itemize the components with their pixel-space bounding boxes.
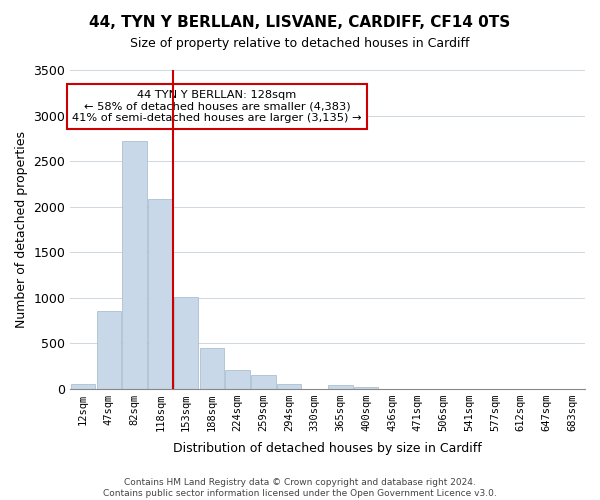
- Bar: [251, 376, 275, 388]
- Y-axis label: Number of detached properties: Number of detached properties: [15, 131, 28, 328]
- Text: Contains HM Land Registry data © Crown copyright and database right 2024.
Contai: Contains HM Land Registry data © Crown c…: [103, 478, 497, 498]
- Bar: [97, 311, 121, 388]
- Bar: [328, 386, 353, 388]
- Text: Size of property relative to detached houses in Cardiff: Size of property relative to detached ho…: [130, 38, 470, 51]
- Text: 44 TYN Y BERLLAN: 128sqm
← 58% of detached houses are smaller (4,383)
41% of sem: 44 TYN Y BERLLAN: 128sqm ← 58% of detach…: [72, 90, 362, 123]
- Bar: [200, 348, 224, 389]
- Bar: [354, 387, 379, 388]
- Bar: [226, 370, 250, 388]
- Bar: [277, 384, 301, 388]
- Text: 44, TYN Y BERLLAN, LISVANE, CARDIFF, CF14 0TS: 44, TYN Y BERLLAN, LISVANE, CARDIFF, CF1…: [89, 15, 511, 30]
- Bar: [71, 384, 95, 388]
- X-axis label: Distribution of detached houses by size in Cardiff: Distribution of detached houses by size …: [173, 442, 482, 455]
- Bar: [122, 141, 147, 388]
- Bar: [174, 296, 199, 388]
- Bar: [148, 199, 173, 388]
